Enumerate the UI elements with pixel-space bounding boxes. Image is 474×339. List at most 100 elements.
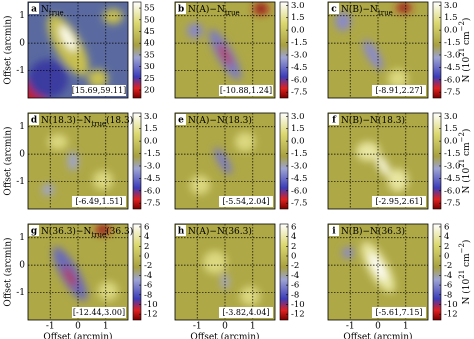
colorbar-tick-label: 1.5 (444, 124, 458, 134)
colorbar-label: N (1021 cm−2) (458, 240, 472, 305)
map-feature (400, 5, 408, 11)
colorbar-tick-label: 25 (144, 74, 155, 84)
frame (174, 112, 276, 210)
range-box (72, 307, 126, 318)
panel-title-part: (18.3) (106, 115, 133, 126)
colorbar-tick-label: -8 (144, 290, 152, 300)
colorbar-tick-label: 4 (291, 232, 296, 242)
panel-title: N(36.3)−Ntrue(36.3) (41, 226, 133, 240)
colorbar-tick-label: -12 (291, 310, 305, 320)
map-feature (240, 286, 260, 306)
colorbar-tick-label: -12 (444, 310, 458, 320)
range-box (72, 85, 126, 96)
colorbar-tick-label: -7.5 (291, 88, 307, 98)
colorbar-tick-label: -10 (444, 300, 458, 310)
panel-letter: e (178, 116, 184, 126)
frame (27, 223, 129, 321)
colorbar-tick-label: -4.5 (291, 174, 307, 184)
panel-letter-box (176, 3, 186, 14)
x-tick-label: -1 (46, 322, 55, 332)
colorbar (279, 112, 289, 210)
panel-letter: g (31, 227, 38, 237)
frame (327, 1, 429, 99)
range-box (219, 196, 273, 207)
colorbar-tick-label: 0 (291, 252, 296, 262)
colorbar-tick-label: 3.0 (291, 112, 305, 122)
y-tick-label: -1 (16, 288, 25, 298)
colorbar-label-part: 21 (458, 48, 466, 57)
colorbar-tick-label: -4.5 (144, 174, 160, 184)
map-features (28, 8, 123, 98)
y-axis-label: Offset (arcmin) (3, 237, 14, 306)
colorbar-tick-label: -10 (291, 300, 305, 310)
colorbar-tick-label: -4.5 (444, 174, 460, 184)
x-tick-label: -1 (346, 322, 355, 332)
map-feature (93, 170, 113, 190)
panel-title-part: N(36.3)−N (41, 226, 91, 237)
colorbar-tick-label: 0 (444, 252, 449, 262)
colorbar-label-part: 21 (458, 270, 466, 279)
colorbar-tick-label: 20 (144, 86, 155, 96)
colorbar-tick-label: -4 (444, 271, 452, 281)
panel: b N(A)−Ntrue [-10.88,1.24] 3.0 1.5 0.0 -1.5 -3.… (174, 1, 307, 99)
colorbar-tick-label: -6 (444, 281, 452, 291)
colorbar-tick-label: 0.0 (444, 137, 458, 147)
map-feature (257, 5, 265, 12)
colorbar-tick-label: 0.0 (144, 137, 158, 147)
frame (27, 1, 129, 99)
colorbar-tick-label: 2 (444, 242, 449, 252)
colorbar-tick-label: 3.0 (291, 1, 305, 11)
colorbar-tick-label: -3.0 (291, 50, 307, 60)
map-features (187, 2, 269, 81)
panel-title: N(A)−Ntrue (188, 4, 240, 18)
map-feature (335, 11, 351, 31)
map-features (356, 141, 408, 192)
colorbar-tick-label: -6 (144, 281, 152, 291)
range-box (372, 196, 426, 207)
colorbar-label-part: ) (461, 240, 472, 244)
colorbar-tick-label: 6 (291, 222, 296, 232)
colorbar-tick-label: -1.5 (291, 38, 307, 48)
y-tick-label: 1 (19, 122, 25, 132)
colorbar-tick-label: -7.5 (444, 199, 460, 209)
map-feature (203, 250, 227, 274)
colorbar-tick-label: -2 (144, 261, 152, 271)
x-tick-label: 1 (103, 322, 109, 332)
map-feature (218, 43, 232, 66)
colorbar-tick-label: -2 (444, 261, 452, 271)
y-axis-label: Offset (arcmin) (3, 126, 14, 195)
map-feature (187, 23, 203, 39)
x-axis-label: Offset (arcmin) (190, 332, 259, 339)
y-tick-label: -1 (16, 66, 25, 76)
range-label: [-2.95,2.61] (375, 197, 422, 206)
panel-letter-box (329, 225, 339, 236)
panel-title-part: N(A)−N(18.3) (188, 115, 252, 126)
panel-title-part: true (91, 120, 106, 128)
colorbar-label-part: N (10 (461, 56, 472, 82)
x-tick-label: 0 (75, 322, 81, 332)
colorbar (132, 1, 142, 99)
panel-letter: c (331, 5, 337, 15)
colorbar-label: N (1021 cm−2) (458, 18, 472, 83)
colorbar-tick-label: 1.5 (444, 13, 458, 23)
colorbar-tick-label: -8 (444, 290, 452, 300)
colorbar-tick-label: -1.5 (291, 149, 307, 159)
map-features (203, 250, 260, 306)
colorbar-tick-label: 40 (144, 39, 155, 49)
colorbar-tick-label: 30 (144, 62, 155, 72)
colorbar-tick-label: 35 (144, 50, 155, 60)
colorbar-label-part: 21 (458, 159, 466, 168)
map-feature (214, 147, 232, 175)
colorbar-tick-label: 4 (144, 232, 149, 242)
panel-title: N(B)−Ntrue (341, 4, 393, 18)
x-tick-label: 1 (403, 322, 409, 332)
y-axis-label: Offset (arcmin) (3, 15, 14, 84)
colorbar-tick-label: -3.0 (291, 161, 307, 171)
map-feature (68, 151, 78, 171)
colorbar-label: N (1021 cm−2) (458, 129, 472, 194)
frame (327, 112, 429, 210)
colorbar (279, 1, 289, 99)
